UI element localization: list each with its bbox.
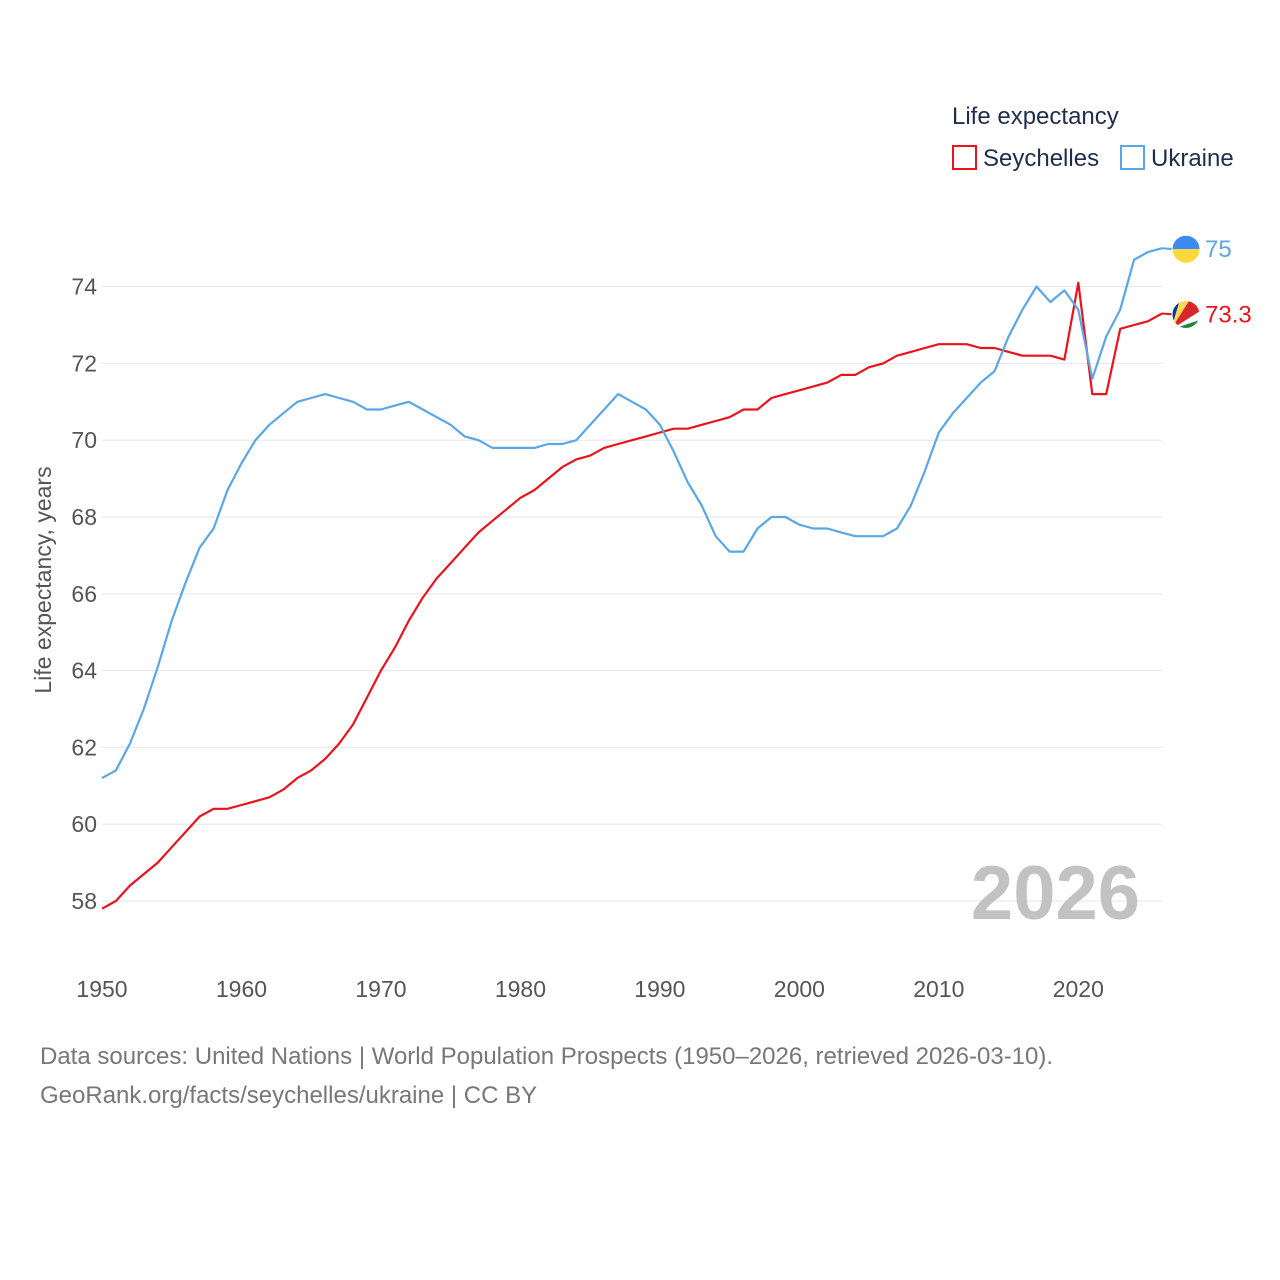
x-tick-label-2020: 2020 <box>1053 976 1104 1002</box>
x-axis: 1950 1960 1970 1980 1990 2000 2010 2020 <box>76 976 1103 1002</box>
series-end-markers: 73.3 75 <box>1161 234 1252 329</box>
x-tick-label-2000: 2000 <box>774 976 825 1002</box>
y-tick-label-58: 58 <box>71 888 97 914</box>
y-tick-label-62: 62 <box>71 734 97 760</box>
legend-item-seychelles[interactable]: Seychelles <box>952 145 1099 172</box>
y-tick-label-68: 68 <box>71 504 97 530</box>
legend: Life expectancy Seychelles Ukraine <box>952 103 1234 172</box>
series-line-seychelles <box>101 281 1163 910</box>
legend-title: Life expectancy <box>952 103 1119 130</box>
footer-sources: Data sources: United Nations | World Pop… <box>40 1043 1054 1070</box>
x-tick-label-1960: 1960 <box>216 976 267 1002</box>
end-value-label-ukraine: 75 <box>1205 236 1232 263</box>
x-tick-label-2010: 2010 <box>913 976 964 1002</box>
legend-item-ukraine[interactable]: Ukraine <box>1120 145 1234 172</box>
current-year-label: 2026 <box>971 851 1140 936</box>
grid <box>102 286 1162 902</box>
legend-swatch-seychelles <box>952 145 977 170</box>
legend-swatch-ukraine <box>1120 145 1145 170</box>
series-lines <box>101 247 1163 910</box>
x-tick-label-1950: 1950 <box>76 976 127 1002</box>
x-tick-label-1970: 1970 <box>355 976 406 1002</box>
x-tick-label-1990: 1990 <box>634 976 685 1002</box>
ukraine-flag-icon <box>1171 234 1201 264</box>
footer-attribution: GeoRank.org/facts/seychelles/ukraine | C… <box>40 1082 538 1109</box>
legend-label-seychelles: Seychelles <box>983 145 1099 172</box>
y-tick-label-66: 66 <box>71 581 97 607</box>
y-tick-label-74: 74 <box>71 274 97 300</box>
y-tick-label-64: 64 <box>71 658 97 684</box>
series-line-ukraine <box>101 247 1163 780</box>
y-tick-label-72: 72 <box>71 350 97 376</box>
end-value-label-seychelles: 73.3 <box>1205 301 1252 328</box>
y-tick-label-60: 60 <box>71 811 97 837</box>
x-tick-label-1980: 1980 <box>495 976 546 1002</box>
y-axis: 58 60 62 64 66 68 70 72 74 <box>71 274 97 914</box>
y-axis-title: Life expectancy, years <box>30 466 56 693</box>
y-tick-label-70: 70 <box>71 427 97 453</box>
seychelles-flag-icon <box>1171 299 1201 329</box>
legend-label-ukraine: Ukraine <box>1151 145 1234 172</box>
